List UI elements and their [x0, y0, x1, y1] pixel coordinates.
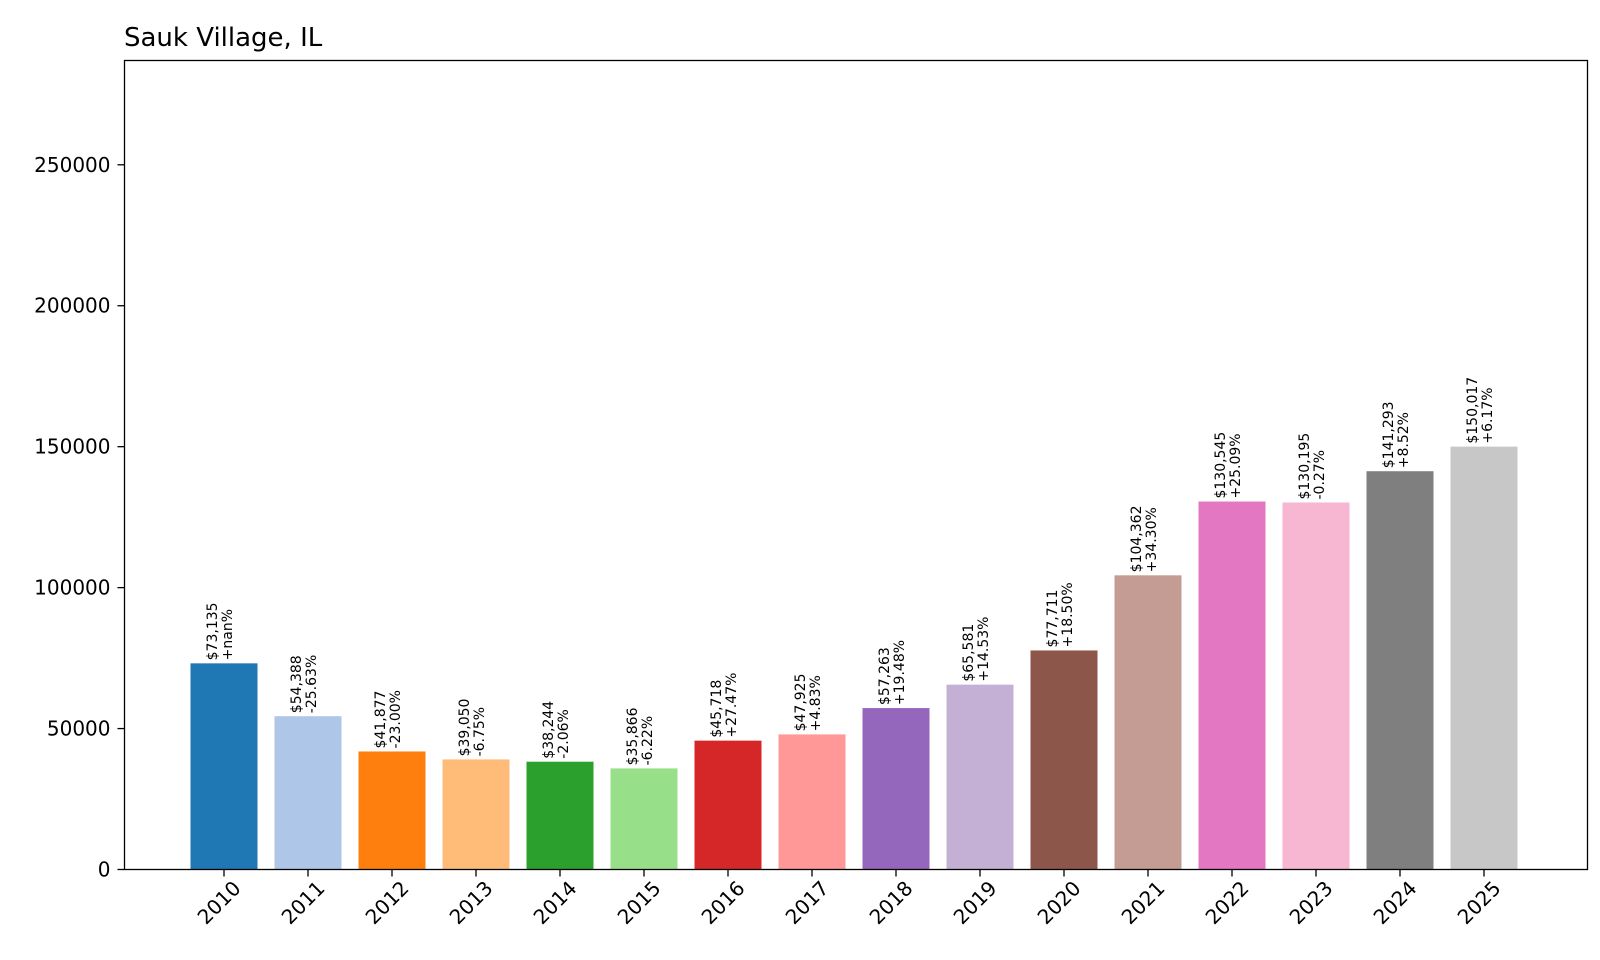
bar-2024	[1366, 471, 1434, 870]
y-tick-label: 100000	[34, 576, 110, 600]
bar-value-label: $65,581	[961, 624, 977, 682]
bar-2015	[610, 768, 678, 870]
x-tick-label: 2012	[361, 876, 414, 929]
bar-2023	[1282, 502, 1350, 870]
x-tick-label: 2017	[781, 876, 834, 929]
x-tick-label: 2024	[1369, 876, 1422, 929]
x-tick-label: 2019	[949, 876, 1002, 929]
y-tick-label: 250000	[34, 153, 110, 177]
bar-change-label: -6.22%	[640, 716, 656, 766]
bar-2010	[190, 663, 258, 870]
bar-change-label: +nan%	[220, 609, 236, 660]
bar-2020	[1030, 650, 1098, 870]
bar-labels: $73,135 +nan% $54,388 -25.63% $41,877 -23.00%…	[205, 377, 1496, 766]
bar-value-label: $150,017	[1465, 377, 1481, 444]
bars	[190, 446, 1518, 870]
bar-2013	[442, 759, 510, 870]
bar-value-label: $45,718	[709, 680, 725, 738]
x-axis: 2010 2011 2012 2013 2014 2015 2016 2017 2018 2019…	[193, 869, 1506, 929]
x-tick-label: 2021	[1117, 876, 1170, 929]
bar-change-label: +4.83%	[808, 675, 824, 731]
bar-value-label: $41,877	[373, 691, 389, 749]
bar-change-label: +19.48%	[892, 640, 908, 705]
bar-2022	[1198, 501, 1266, 870]
y-tick-label: 0	[98, 858, 111, 882]
x-tick-label: 2025	[1453, 876, 1506, 929]
bar-2017	[778, 734, 846, 870]
bar-change-label: -0.27%	[1312, 450, 1328, 500]
bar-value-label: $54,388	[289, 655, 305, 713]
y-axis: 0 50000 100000 150000 200000 250000	[34, 153, 125, 882]
bar-change-label: +25.09%	[1228, 433, 1244, 498]
bar-change-label: -6.75%	[472, 707, 488, 757]
x-tick-label: 2018	[865, 876, 918, 929]
x-tick-label: 2014	[529, 876, 582, 929]
bar-change-label: +27.47%	[724, 673, 740, 738]
bar-2018	[862, 708, 930, 870]
bar-value-label: $130,545	[1213, 432, 1229, 499]
bar-value-label: $130,195	[1297, 433, 1313, 500]
bar-2014	[526, 761, 594, 870]
bar-2019	[946, 684, 1014, 870]
x-tick-label: 2020	[1033, 876, 1086, 929]
chart-title: Sauk Village, IL	[124, 23, 323, 53]
x-tick-label: 2010	[193, 876, 246, 929]
bar-2025	[1450, 446, 1518, 870]
bar-value-label: $141,293	[1381, 401, 1397, 468]
bar-change-label: +34.30%	[1144, 507, 1160, 572]
bar-value-label: $104,362	[1129, 506, 1145, 573]
bar-change-label: +6.17%	[1480, 387, 1496, 443]
bar-change-label: -23.00%	[388, 690, 404, 748]
x-tick-label: 2011	[277, 876, 330, 929]
x-tick-label: 2016	[697, 876, 750, 929]
bar-value-label: $73,135	[205, 602, 221, 660]
bar-2011	[274, 716, 342, 870]
y-tick-label: 150000	[34, 435, 110, 459]
bar-value-label: $39,050	[457, 699, 473, 757]
plot-frame	[123, 59, 1589, 871]
y-tick-label: 50000	[47, 717, 111, 741]
y-tick-label: 200000	[34, 294, 110, 318]
bar-change-label: -2.06%	[556, 709, 572, 759]
bar-value-label: $47,925	[793, 674, 809, 732]
bar-2012	[358, 751, 426, 870]
bar-change-label: +8.52%	[1396, 412, 1412, 468]
bar-value-label: $57,263	[877, 647, 893, 705]
bar-2016	[694, 740, 762, 870]
bar-value-label: $35,866	[625, 707, 641, 765]
x-tick-label: 2023	[1285, 876, 1338, 929]
x-tick-label: 2013	[445, 876, 498, 929]
bar-change-label: -25.63%	[304, 655, 320, 713]
bar-change-label: +14.53%	[976, 617, 992, 682]
bar-2021	[1114, 575, 1182, 870]
x-tick-label: 2015	[613, 876, 666, 929]
bar-change-label: +18.50%	[1060, 582, 1076, 647]
x-tick-label: 2022	[1201, 876, 1254, 929]
bar-value-label: $38,244	[541, 701, 557, 759]
bar-value-label: $77,711	[1045, 590, 1061, 648]
